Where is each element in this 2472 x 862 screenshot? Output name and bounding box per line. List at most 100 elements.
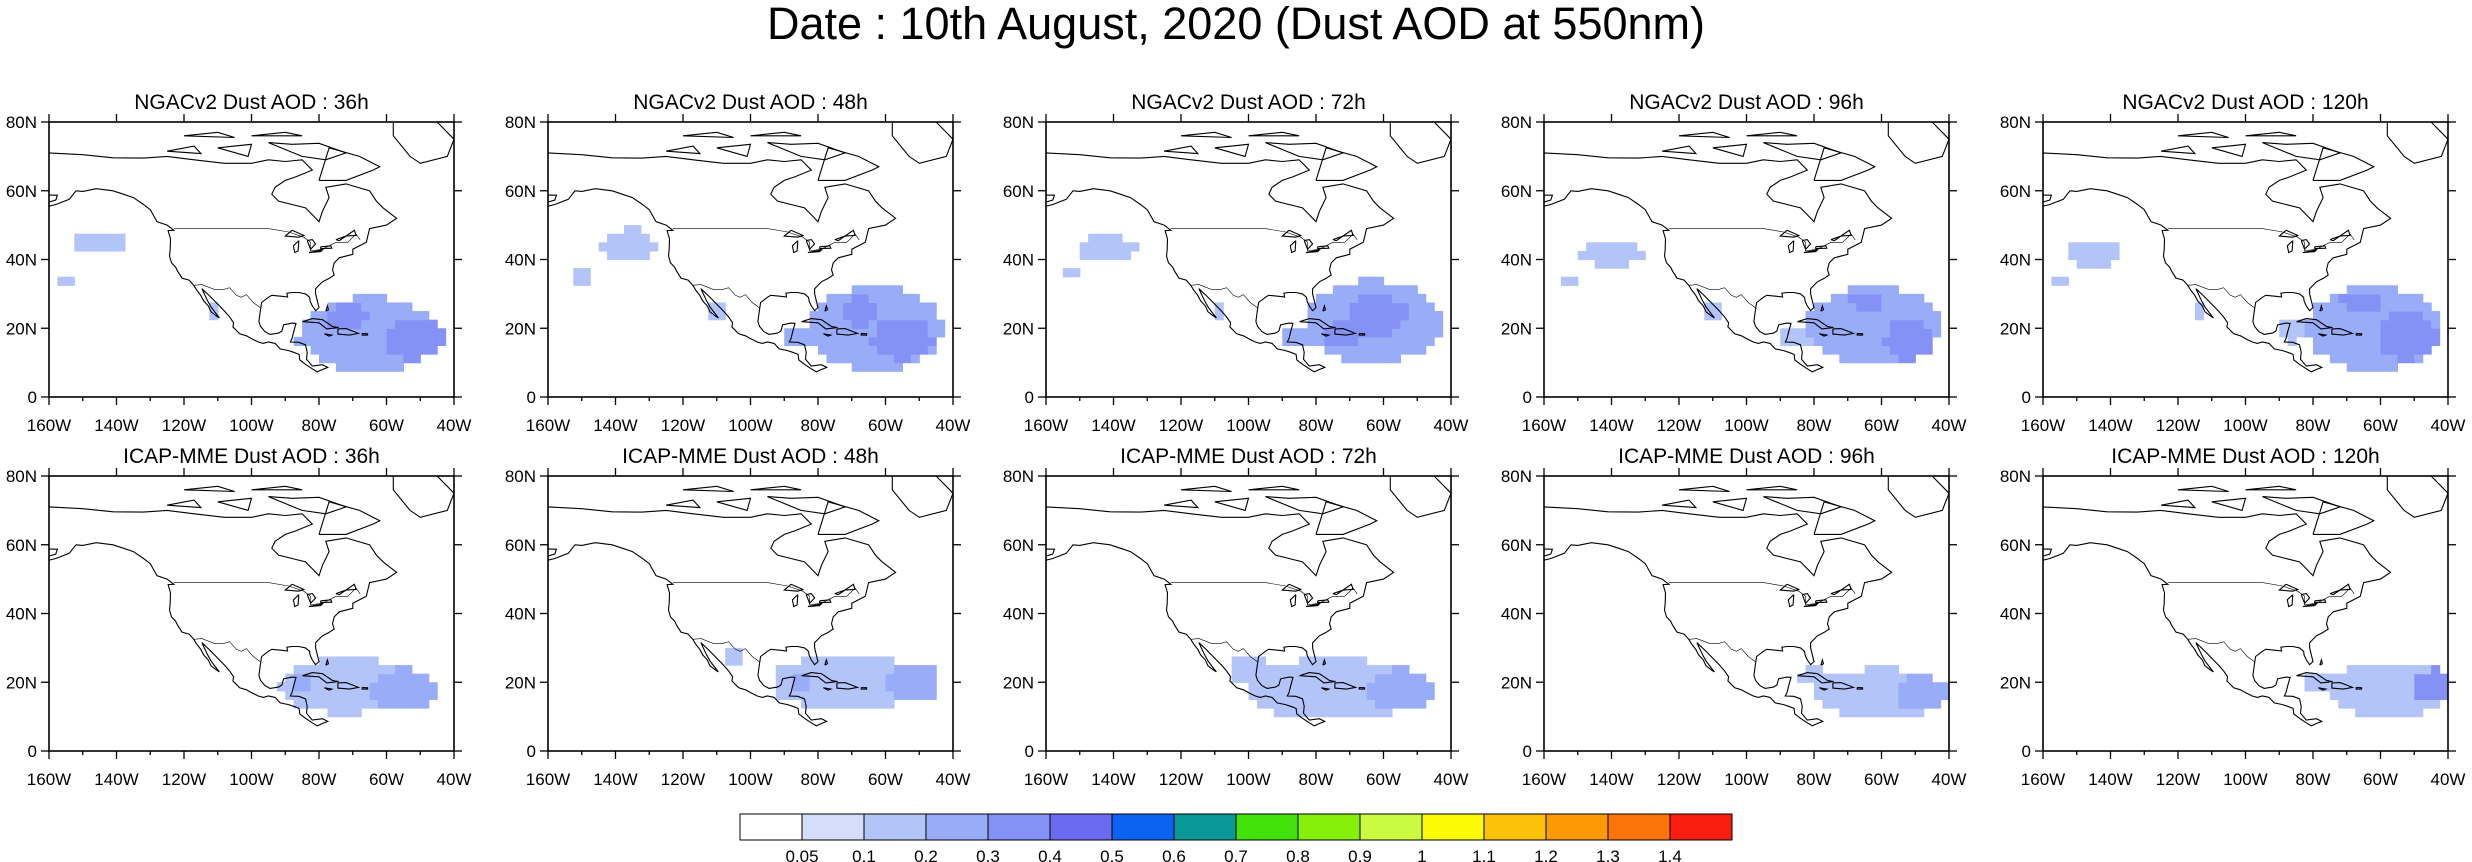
great-lake bbox=[2277, 583, 2300, 592]
aod-cell bbox=[378, 682, 388, 692]
arctic-island bbox=[1813, 501, 1877, 535]
aod-cell bbox=[1358, 319, 1368, 329]
aod-cell bbox=[352, 336, 362, 347]
aod-cell bbox=[1923, 319, 1933, 329]
caribbean-island bbox=[1820, 303, 1825, 312]
aod-cell bbox=[310, 345, 320, 355]
aod-cell bbox=[1434, 328, 1444, 338]
aod-cell bbox=[910, 354, 920, 364]
aod-cell bbox=[352, 302, 362, 312]
aod-cell bbox=[1307, 328, 1317, 338]
country-border bbox=[1170, 582, 1358, 606]
arctic-island bbox=[2262, 496, 2342, 515]
coastline-north-america bbox=[548, 506, 897, 727]
aod-cell bbox=[1839, 708, 1849, 718]
aod-cell bbox=[860, 328, 870, 338]
aod-cell bbox=[1307, 699, 1317, 709]
great-lake bbox=[807, 249, 824, 254]
x-tick-label: 160W bbox=[27, 770, 71, 789]
caribbean-island bbox=[2355, 686, 2363, 690]
great-lake bbox=[1815, 245, 1828, 250]
aod-cell bbox=[1265, 699, 1275, 709]
aod-cell bbox=[877, 690, 887, 701]
panel-title: NGACv2 Dust AOD : 72h bbox=[1131, 91, 1366, 114]
aod-cell bbox=[1358, 311, 1368, 321]
aod-cell bbox=[1425, 328, 1435, 338]
arctic-island bbox=[1163, 499, 1200, 509]
aod-cell bbox=[1316, 699, 1326, 709]
aod-cell bbox=[1358, 665, 1368, 675]
aod-cell bbox=[2313, 311, 2323, 321]
aod-cell bbox=[2093, 242, 2103, 252]
aod-cell bbox=[2279, 319, 2289, 329]
arctic-island bbox=[2211, 497, 2247, 512]
aod-cell bbox=[1349, 656, 1359, 666]
aod-cell bbox=[1408, 673, 1418, 683]
aod-cell bbox=[910, 336, 920, 347]
aod-cell bbox=[2372, 699, 2382, 709]
aod-cell bbox=[1898, 708, 1908, 718]
aod-cell bbox=[1805, 311, 1815, 321]
aod-cell bbox=[1408, 293, 1418, 304]
y-tick-label: 60N bbox=[1501, 182, 1532, 201]
x-tick-label: 120W bbox=[1159, 770, 1203, 789]
y-tick-label: 20N bbox=[2000, 319, 2031, 338]
aod-cell bbox=[910, 302, 920, 312]
great-lake bbox=[819, 599, 832, 604]
aod-cell bbox=[2110, 250, 2120, 261]
arctic-island bbox=[750, 131, 802, 137]
aod-cell bbox=[1341, 319, 1351, 329]
great-lake bbox=[1801, 592, 1812, 605]
great-lake bbox=[1803, 603, 1820, 608]
aod-cell bbox=[386, 362, 396, 372]
aod-cell bbox=[927, 682, 937, 692]
aod-cell bbox=[335, 708, 345, 718]
aod-cell bbox=[1307, 690, 1317, 701]
aod-cell bbox=[885, 699, 895, 709]
aod-cell bbox=[1383, 345, 1393, 355]
aod-cell bbox=[327, 673, 337, 683]
aod-cell bbox=[2422, 311, 2432, 321]
aod-cell bbox=[335, 682, 345, 692]
x-tick-label: 40W bbox=[2431, 770, 2466, 789]
aod-cell bbox=[319, 673, 329, 683]
aod-cell bbox=[437, 328, 447, 338]
aod-cell bbox=[2346, 345, 2356, 355]
aod-cell bbox=[2355, 328, 2365, 338]
aod-cell bbox=[2388, 285, 2398, 295]
great-lake bbox=[1787, 594, 1795, 608]
aod-cell bbox=[344, 699, 354, 709]
aod-cell bbox=[2431, 699, 2441, 709]
aod-cell bbox=[826, 302, 836, 312]
aod-cell bbox=[378, 690, 388, 701]
aod-cell bbox=[2296, 328, 2306, 338]
aod-cell bbox=[784, 673, 794, 683]
aod-cell bbox=[2346, 354, 2356, 364]
aod-cell bbox=[1915, 690, 1925, 701]
aod-cell bbox=[868, 690, 878, 701]
aod-cell bbox=[1805, 665, 1815, 675]
map-panel: 160W 140W 120W 100W 80W 60W 40W020N40N60N80NNG… bbox=[505, 91, 971, 435]
x-tick-label: 60W bbox=[2363, 416, 2398, 435]
aod-cell bbox=[1256, 699, 1266, 709]
arctic-island bbox=[1332, 583, 1354, 596]
great-lake bbox=[292, 240, 300, 254]
arctic-island bbox=[2329, 583, 2351, 596]
aod-cell bbox=[2355, 293, 2365, 304]
aod-cell bbox=[902, 673, 912, 683]
aod-cell bbox=[327, 690, 337, 701]
aod-cell bbox=[2279, 328, 2289, 338]
aod-cell bbox=[1324, 665, 1334, 675]
aod-cell bbox=[1898, 690, 1908, 701]
aod-cell bbox=[902, 311, 912, 321]
aod-cell bbox=[319, 699, 329, 709]
aod-cell bbox=[834, 354, 844, 364]
arctic-island bbox=[318, 147, 382, 181]
map-panel: 160W 140W 120W 100W 80W 60W 40W020N40N60N80NNG… bbox=[1003, 91, 1469, 435]
aod-cell bbox=[394, 302, 404, 312]
coastline-north-america bbox=[1046, 152, 1395, 373]
aod-cell bbox=[2068, 242, 2078, 252]
aod-cell bbox=[1898, 311, 1908, 321]
colorbar-box bbox=[739, 813, 803, 841]
aod-cell bbox=[2287, 336, 2297, 347]
